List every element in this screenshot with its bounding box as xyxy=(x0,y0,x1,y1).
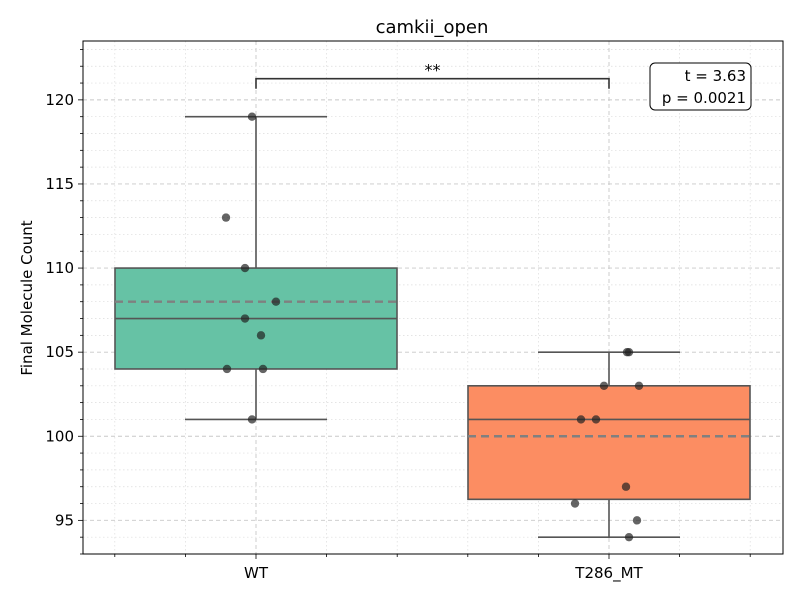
data-point xyxy=(256,331,266,340)
boxes xyxy=(114,115,751,538)
data-point xyxy=(247,112,257,121)
stats-p-value: p = 0.0021 xyxy=(662,89,746,107)
data-point xyxy=(621,482,631,491)
data-point xyxy=(247,415,257,424)
y-tick-label: 105 xyxy=(45,343,74,361)
data-point xyxy=(622,347,632,357)
data-point xyxy=(271,297,281,306)
data-point xyxy=(634,381,644,391)
data-point xyxy=(570,499,580,508)
data-point xyxy=(632,516,642,525)
significance-bracket-line xyxy=(255,77,610,89)
x-tick-label: WT xyxy=(244,564,269,582)
significance-label: ** xyxy=(425,61,441,80)
x-tick-label: T286_MT xyxy=(574,564,643,583)
box-wt xyxy=(114,115,398,421)
y-tick-label: 120 xyxy=(45,91,74,109)
x-ticks: WT T286_MT xyxy=(114,554,751,583)
y-ticks: 95 100 105 110 115 120 xyxy=(45,49,83,555)
plot-frame xyxy=(82,40,784,555)
stats-annotation-box: t = 3.63 p = 0.0021 xyxy=(649,62,752,111)
y-axis-label: Final Molecule Count xyxy=(18,220,36,375)
y-tick-label: 95 xyxy=(55,511,74,529)
stats-t-value: t = 3.63 xyxy=(685,67,746,85)
data-points xyxy=(221,112,644,542)
data-point xyxy=(599,381,609,391)
chart-title: camkii_open xyxy=(376,17,489,38)
data-point xyxy=(240,314,250,323)
data-point xyxy=(624,532,634,542)
data-point xyxy=(221,213,231,222)
data-point xyxy=(258,364,268,374)
significance-bracket: ** xyxy=(255,61,610,89)
data-point xyxy=(591,415,601,424)
y-tick-label: 100 xyxy=(45,427,74,445)
y-tick-label: 110 xyxy=(45,259,74,277)
y-tick-label: 115 xyxy=(45,175,74,193)
stats-box-frame xyxy=(649,62,752,111)
box-t286-mt xyxy=(467,351,751,538)
data-point xyxy=(240,263,250,273)
data-point xyxy=(576,415,586,424)
axes xyxy=(82,40,784,555)
data-point xyxy=(222,364,232,374)
iqr-box xyxy=(467,385,751,501)
